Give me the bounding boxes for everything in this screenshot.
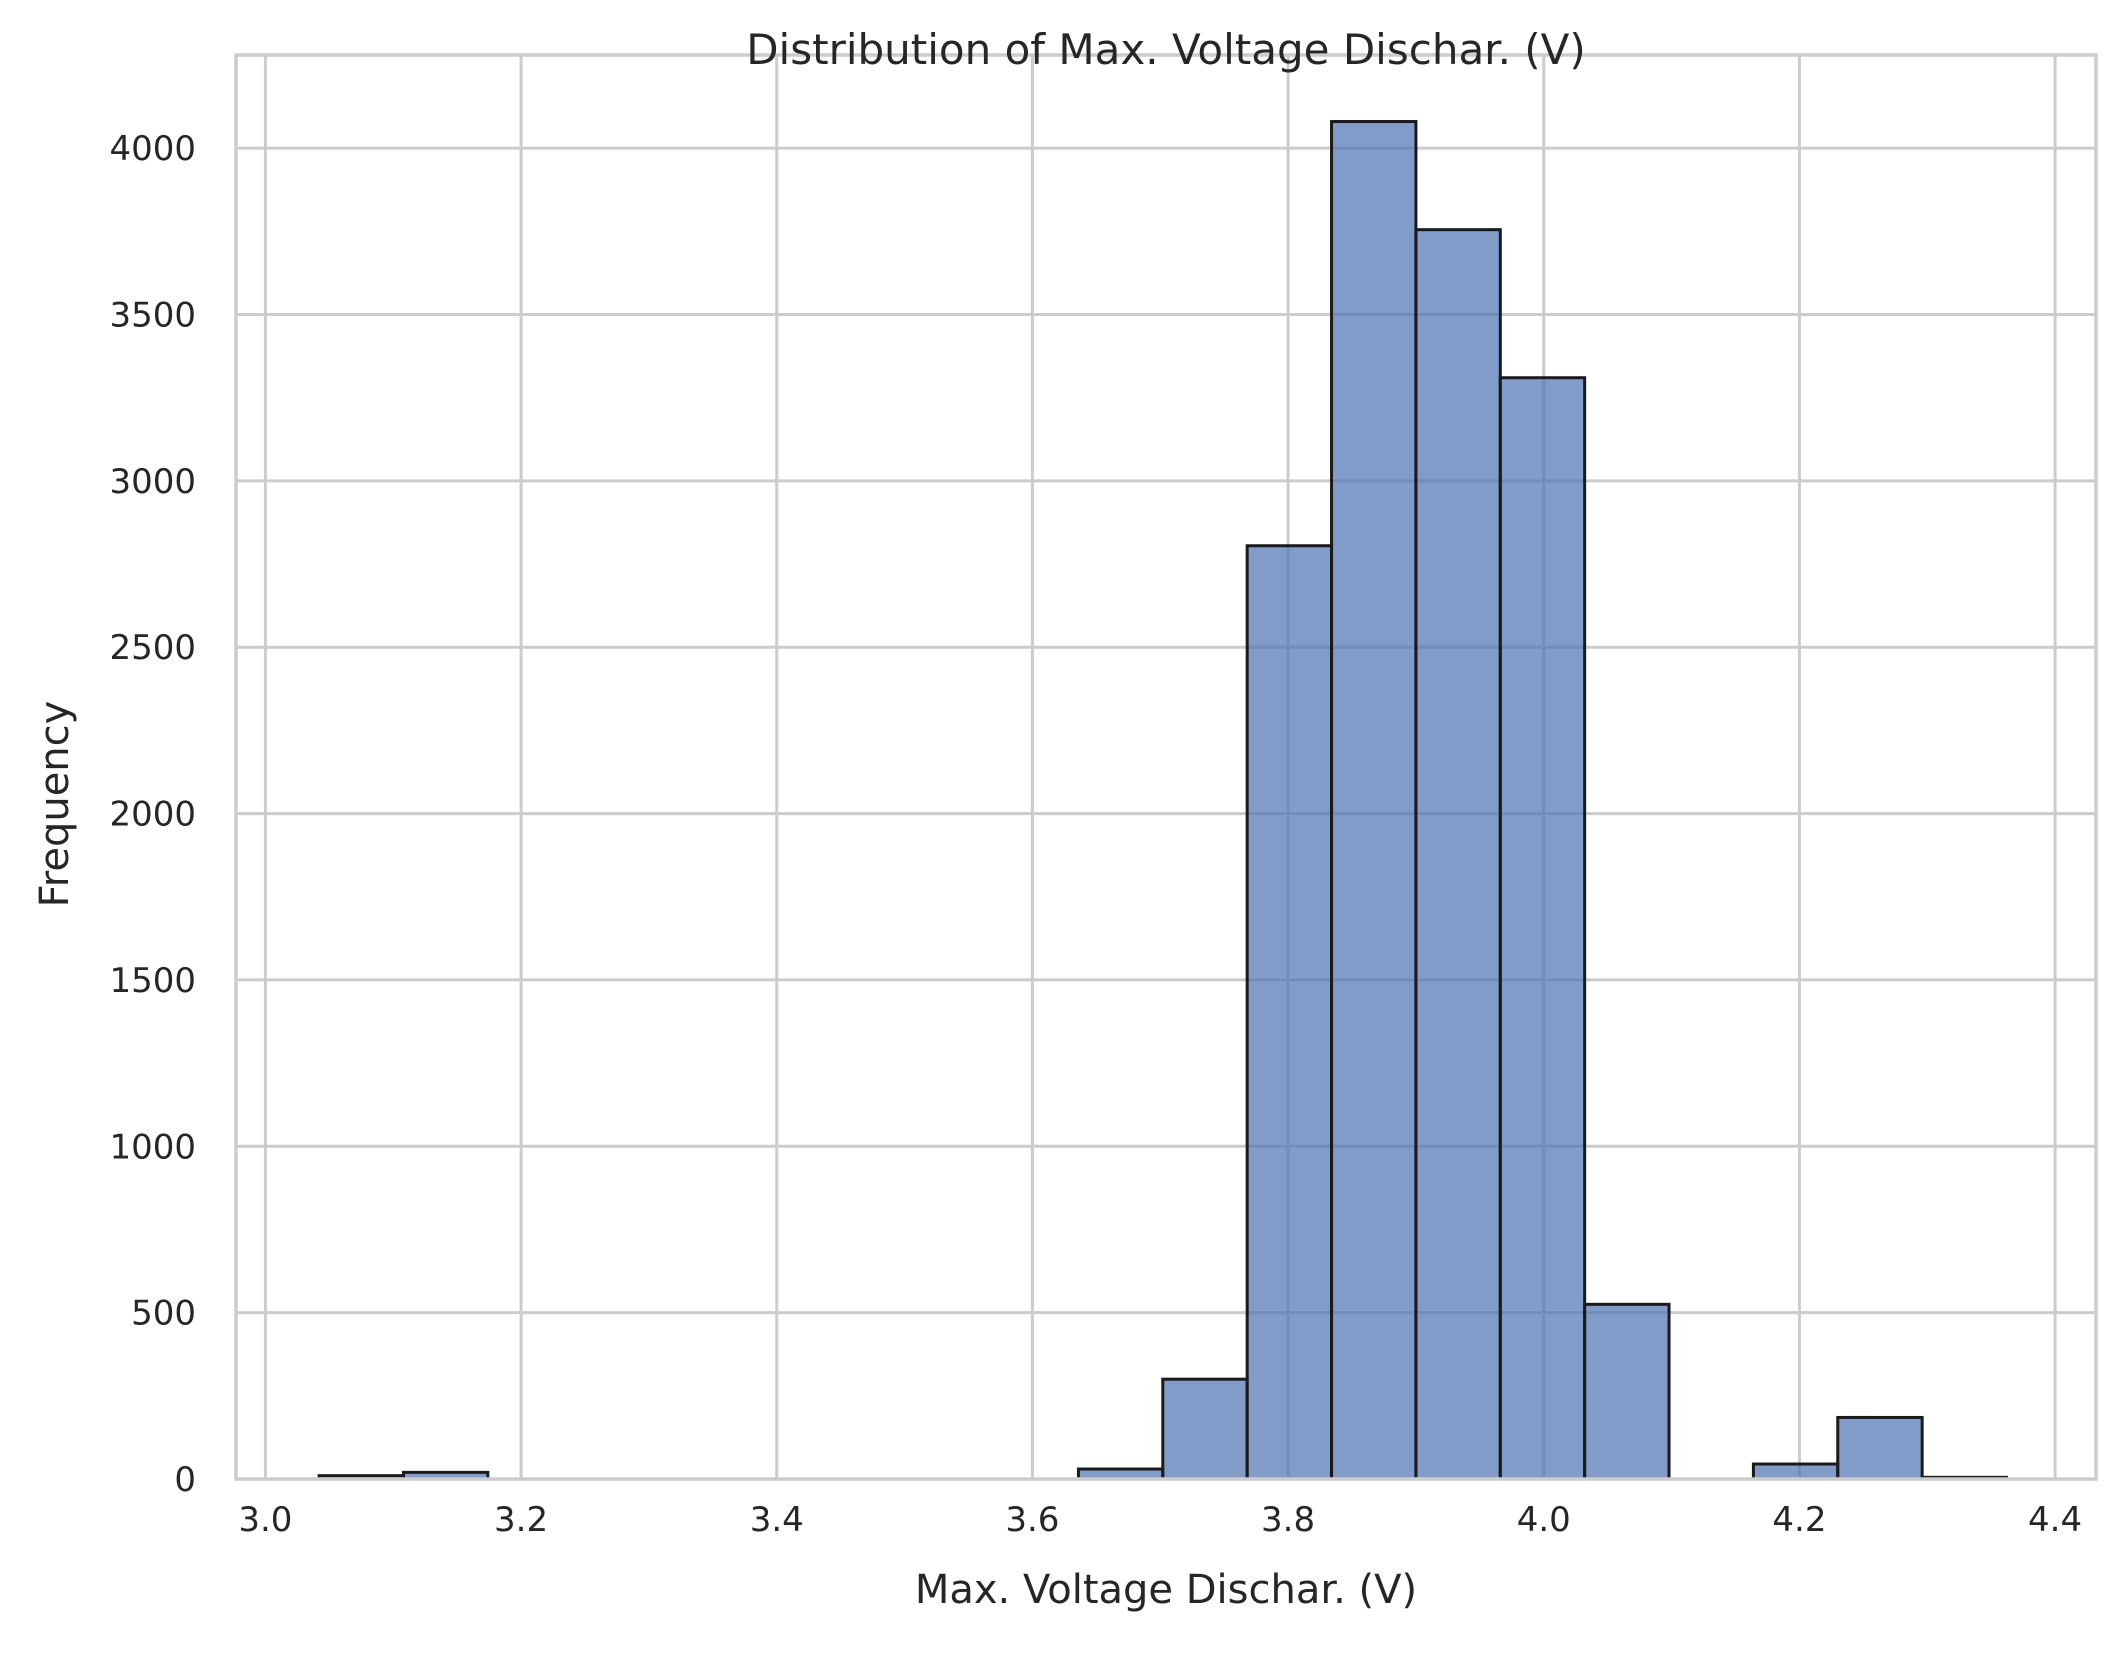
x-tick-label: 3.8 bbox=[1261, 1500, 1315, 1540]
y-tick-label: 1000 bbox=[109, 1127, 196, 1167]
y-tick-label: 2000 bbox=[109, 795, 196, 835]
x-tick-label: 3.0 bbox=[238, 1500, 292, 1540]
x-tick-label: 3.4 bbox=[750, 1500, 804, 1540]
y-tick-label: 500 bbox=[131, 1294, 196, 1334]
histogram-bar bbox=[1583, 1302, 1671, 1481]
x-tick-label: 4.0 bbox=[1517, 1500, 1571, 1540]
plot-frame bbox=[234, 53, 2098, 1481]
histogram-bar bbox=[1414, 228, 1502, 1481]
chart-title: Distribution of Max. Voltage Dischar. (V… bbox=[746, 25, 1586, 74]
x-tick-label: 4.4 bbox=[2028, 1500, 2082, 1540]
y-gridlines bbox=[236, 146, 2096, 1481]
y-tick-labels: 0 500 1000 1500 2000 2500 3000 3500 4000 bbox=[109, 129, 196, 1500]
y-tick-label: 0 bbox=[174, 1460, 196, 1500]
histogram-bar bbox=[1836, 1415, 1924, 1481]
histogram-bar bbox=[1161, 1377, 1249, 1481]
y-tick-label: 1500 bbox=[109, 961, 196, 1001]
x-tick-label: 3.6 bbox=[1005, 1500, 1059, 1540]
x-tick-label: 4.2 bbox=[1772, 1500, 1826, 1540]
histogram-bar bbox=[1751, 1462, 1840, 1481]
y-axis-title: Frequency bbox=[32, 701, 78, 908]
histogram-bar bbox=[1245, 544, 1334, 1481]
x-tick-labels: 3.0 3.2 3.4 3.6 3.8 4.0 4.2 4.4 bbox=[238, 1500, 2082, 1540]
histogram-bar bbox=[1330, 120, 1418, 1481]
y-tick-label: 4000 bbox=[109, 129, 196, 169]
histogram-bars bbox=[317, 120, 2009, 1481]
x-tick-label: 3.2 bbox=[494, 1500, 548, 1540]
y-tick-label: 3500 bbox=[109, 296, 196, 336]
x-axis-title: Max. Voltage Dischar. (V) bbox=[915, 1567, 1417, 1613]
y-tick-label: 2500 bbox=[109, 628, 196, 668]
histogram-bar bbox=[1498, 376, 1587, 1481]
y-tick-label: 3000 bbox=[109, 462, 196, 502]
